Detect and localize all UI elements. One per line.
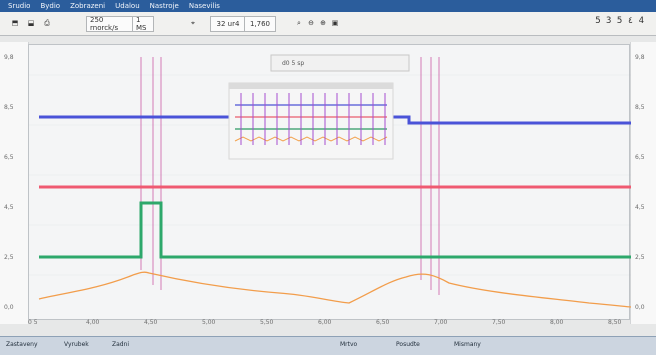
left-label-2: 8,5 — [4, 104, 14, 111]
fit-icon[interactable]: ▣ — [331, 19, 339, 27]
status-center3: Mismany — [454, 341, 481, 348]
graph-tab-label: d0 5 sp — [282, 60, 304, 67]
tick-7: 6,50 — [376, 319, 390, 326]
print-icon[interactable]: ⎙ — [44, 18, 50, 27]
tick-11: 8,50 — [608, 319, 622, 326]
right-label-2: 8,5 — [635, 104, 645, 111]
right-code: 5 3 5 ٤ 4 — [595, 16, 644, 26]
left-label-5: 2,5 — [4, 254, 14, 261]
menu-bar: Srudio Bydio Zobrazeni Udalou Nastroje N… — [0, 0, 656, 12]
status-center2: Posudte — [396, 341, 420, 348]
tick-1: 0 5 — [28, 319, 38, 326]
left-label-6: 0,0 — [4, 304, 14, 311]
zoom-out-icon[interactable]: ⊖ — [308, 19, 314, 27]
toolbar: ⬒ ⬓ ⎙ 250 rnorck/s 1 MS ⌖ 32 ur4 1,760 ⌕… — [0, 12, 656, 36]
status-bar: Zastaveny Vyrubek Zadni Mrtvo Posudte Mi… — [0, 336, 656, 355]
menu-item-5[interactable]: Nastroje — [149, 2, 179, 10]
status-left3: Zadni — [112, 341, 130, 348]
left-axis: 9,8 8,5 6,5 4,5 2,5 0,0 — [0, 42, 29, 324]
inset-background — [228, 82, 394, 160]
menu-item-2[interactable]: Bydio — [40, 2, 61, 10]
graph-tab[interactable] — [270, 54, 410, 72]
open-icon[interactable]: ⬒ — [11, 19, 19, 27]
plot-svg: d0 5 sp — [29, 54, 631, 308]
right-label-3: 6,5 — [635, 154, 645, 161]
field-two[interactable]: 1,760 — [244, 16, 276, 32]
tick-6: 6,00 — [318, 319, 332, 326]
menu-item-6[interactable]: Nasevilis — [188, 2, 220, 10]
left-label-3: 6,5 — [4, 154, 14, 161]
inset-header — [229, 83, 393, 89]
scan-rate-field[interactable]: 250 rnorck/s — [86, 16, 136, 32]
tick-8: 7,00 — [434, 319, 448, 326]
menu-item-4[interactable]: Udalou — [115, 2, 140, 10]
status-center: Mrtvo — [340, 341, 358, 348]
status-left: Zastaveny — [6, 341, 38, 348]
right-label-1: 9,8 — [635, 54, 645, 61]
right-label-5: 2,5 — [635, 254, 645, 261]
save-icon[interactable]: ⬓ — [27, 19, 35, 27]
menu-item-3[interactable]: Zobrazeni — [70, 2, 106, 10]
bottom-ticks: 0 5 4,00 4,50 5,00 5,50 6,00 6,50 7,00 7… — [28, 319, 630, 333]
tick-5: 5,50 — [260, 319, 274, 326]
tick-2: 4,00 — [86, 319, 100, 326]
orange-trace — [38, 271, 631, 308]
zoom-icon[interactable]: ⌕ — [297, 18, 301, 27]
inset-chart — [228, 82, 394, 160]
inset-orange-line — [234, 136, 388, 142]
right-axis: 9,8 8,5 6,5 4,5 2,5 0,0 — [630, 42, 656, 324]
green-trace — [39, 201, 631, 259]
timebase-field[interactable]: 1 MS — [132, 16, 154, 32]
left-label-1: 9,8 — [4, 54, 14, 61]
menu-item-1[interactable]: Srudio — [8, 2, 31, 10]
tick-10: 8,00 — [550, 319, 564, 326]
status-left2: Vyrubek — [64, 341, 89, 348]
tick-3: 4,50 — [144, 319, 158, 326]
zoom-in-icon[interactable]: ⊕ — [320, 19, 326, 27]
field-one[interactable]: 32 ur4 — [210, 16, 246, 32]
tick-9: 7,50 — [492, 319, 506, 326]
right-label-4: 4,5 — [635, 204, 645, 211]
right-label-6: 0,0 — [635, 304, 645, 311]
left-label-4: 4,5 — [4, 204, 14, 211]
plot-area[interactable]: d0 5 sp — [28, 44, 631, 320]
tick-4: 5,00 — [202, 319, 216, 326]
cursor-icon[interactable]: ⌖ — [191, 18, 195, 27]
